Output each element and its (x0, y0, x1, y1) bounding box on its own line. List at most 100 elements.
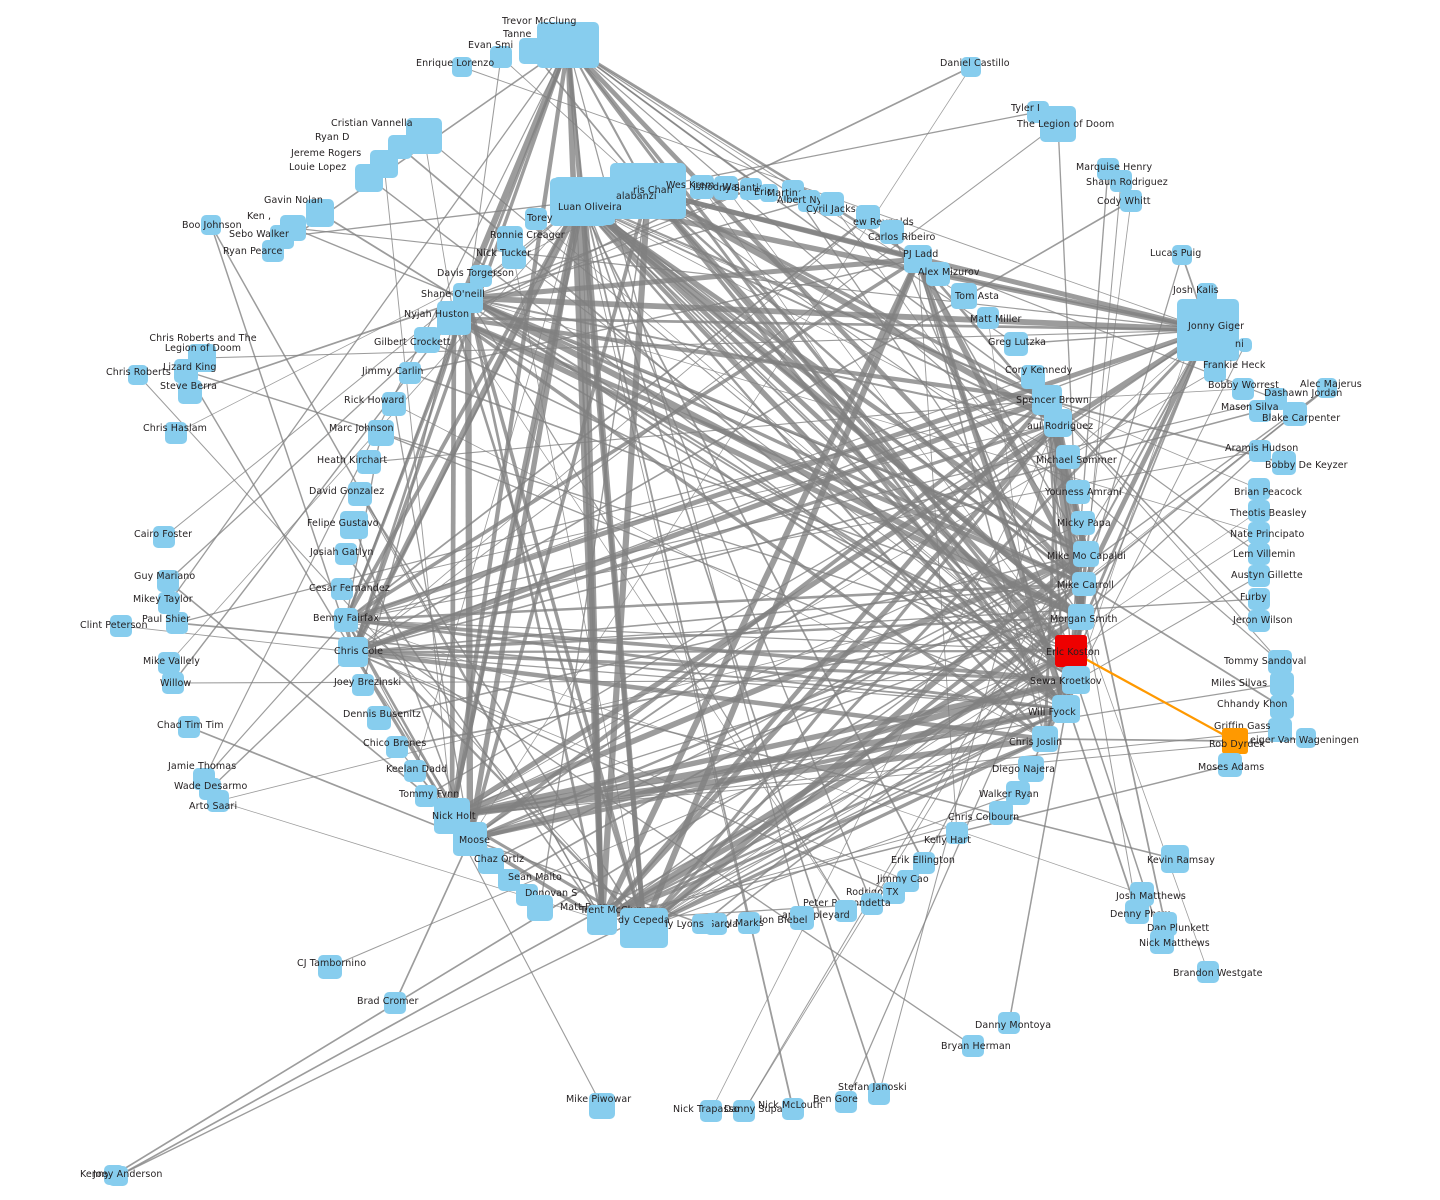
graph-node[interactable] (1125, 900, 1149, 924)
graph-node[interactable] (690, 175, 714, 199)
graph-node[interactable] (738, 912, 760, 934)
graph-node[interactable] (128, 365, 148, 385)
graph-node[interactable] (740, 178, 762, 200)
graph-node[interactable] (404, 760, 426, 782)
graph-node[interactable] (1066, 480, 1090, 504)
graph-node[interactable] (1249, 440, 1271, 462)
graph-node[interactable] (1004, 332, 1028, 356)
graph-node[interactable] (357, 450, 381, 474)
graph-node[interactable] (502, 245, 526, 269)
graph-node[interactable] (306, 199, 334, 227)
graph-node[interactable] (1072, 572, 1096, 596)
graph-node[interactable] (1040, 106, 1076, 142)
graph-node[interactable] (620, 908, 668, 948)
graph-node[interactable] (913, 852, 935, 874)
graph-node[interactable] (1248, 565, 1270, 587)
graph-node[interactable] (201, 215, 221, 235)
graph-node[interactable] (1296, 728, 1316, 748)
graph-node[interactable] (1268, 650, 1292, 674)
graph-node[interactable] (1204, 360, 1226, 382)
graph-node[interactable] (798, 190, 820, 212)
graph-node[interactable] (352, 674, 374, 696)
graph-node[interactable] (856, 205, 880, 229)
graph-node[interactable] (386, 736, 408, 758)
graph-node[interactable] (1068, 604, 1094, 630)
graph-node[interactable] (340, 511, 368, 539)
graph-node[interactable] (861, 893, 883, 915)
graph-node[interactable] (989, 801, 1013, 825)
graph-node[interactable] (1248, 588, 1270, 610)
graph-node[interactable] (348, 482, 372, 506)
graph-node[interactable] (1071, 511, 1095, 535)
graph-node[interactable] (1248, 500, 1270, 522)
graph-node[interactable] (110, 615, 132, 637)
graph-node[interactable] (437, 301, 471, 335)
graph-node[interactable] (1172, 245, 1192, 265)
graph-node[interactable] (1044, 409, 1072, 437)
graph-node[interactable] (158, 592, 180, 614)
graph-node[interactable] (1270, 695, 1294, 719)
graph-node[interactable] (587, 905, 617, 935)
graph-node[interactable] (1270, 672, 1294, 696)
graph-node[interactable] (835, 900, 857, 922)
graph-node[interactable] (880, 220, 904, 244)
graph-node[interactable] (519, 38, 545, 64)
graph-node[interactable] (355, 164, 383, 192)
graph-node[interactable] (162, 672, 184, 694)
graph-node[interactable] (406, 118, 442, 154)
graph-node[interactable] (951, 283, 977, 309)
graph-node[interactable] (1248, 478, 1270, 500)
graph-node[interactable] (868, 1083, 890, 1105)
graph-node[interactable] (714, 176, 738, 200)
graph-node[interactable] (490, 46, 512, 68)
graph-node[interactable] (318, 955, 342, 979)
graph-node[interactable] (207, 790, 229, 812)
graph-node[interactable] (1055, 635, 1087, 667)
graph-node[interactable] (1177, 299, 1239, 361)
graph-node[interactable] (1248, 522, 1270, 544)
graph-node[interactable] (1248, 543, 1270, 565)
graph-node[interactable] (977, 307, 999, 329)
graph-node[interactable] (525, 208, 547, 230)
graph-node[interactable] (1232, 378, 1254, 400)
graph-node[interactable] (165, 422, 187, 444)
graph-node[interactable] (1150, 930, 1174, 954)
graph-node[interactable] (527, 895, 553, 921)
graph-node[interactable] (700, 1100, 722, 1122)
graph-node[interactable] (1317, 378, 1337, 398)
graph-node[interactable] (178, 380, 202, 404)
graph-node[interactable] (382, 392, 406, 416)
graph-node[interactable] (537, 22, 599, 68)
graph-node[interactable] (498, 869, 520, 891)
graph-node[interactable] (178, 716, 200, 738)
graph-node[interactable] (399, 362, 421, 384)
graph-node[interactable] (733, 1100, 755, 1122)
graph-node[interactable] (1283, 402, 1307, 426)
graph-node[interactable] (589, 1093, 615, 1119)
graph-node[interactable] (962, 1035, 984, 1057)
graph-node[interactable] (335, 543, 357, 565)
graph-node[interactable] (367, 706, 391, 730)
graph-node[interactable] (334, 608, 358, 632)
graph-node[interactable] (820, 192, 844, 216)
graph-node[interactable] (1056, 445, 1080, 469)
graph-node[interactable] (166, 612, 188, 634)
graph-node[interactable] (262, 240, 284, 262)
graph-node[interactable] (1018, 756, 1044, 782)
graph-node[interactable] (760, 184, 778, 202)
graph-node[interactable] (1062, 666, 1090, 694)
graph-node[interactable] (610, 163, 686, 219)
graph-node[interactable] (108, 1166, 128, 1186)
graph-node[interactable] (470, 265, 492, 287)
graph-node[interactable] (692, 914, 712, 934)
graph-node[interactable] (331, 578, 353, 600)
graph-node[interactable] (1222, 728, 1248, 754)
graph-node[interactable] (1272, 451, 1296, 475)
graph-node[interactable] (961, 57, 981, 77)
graph-node[interactable] (1238, 338, 1252, 352)
graph-node[interactable] (384, 992, 406, 1014)
graph-node[interactable] (1161, 845, 1189, 873)
graph-node[interactable] (1268, 718, 1292, 742)
graph-node[interactable] (415, 785, 437, 807)
